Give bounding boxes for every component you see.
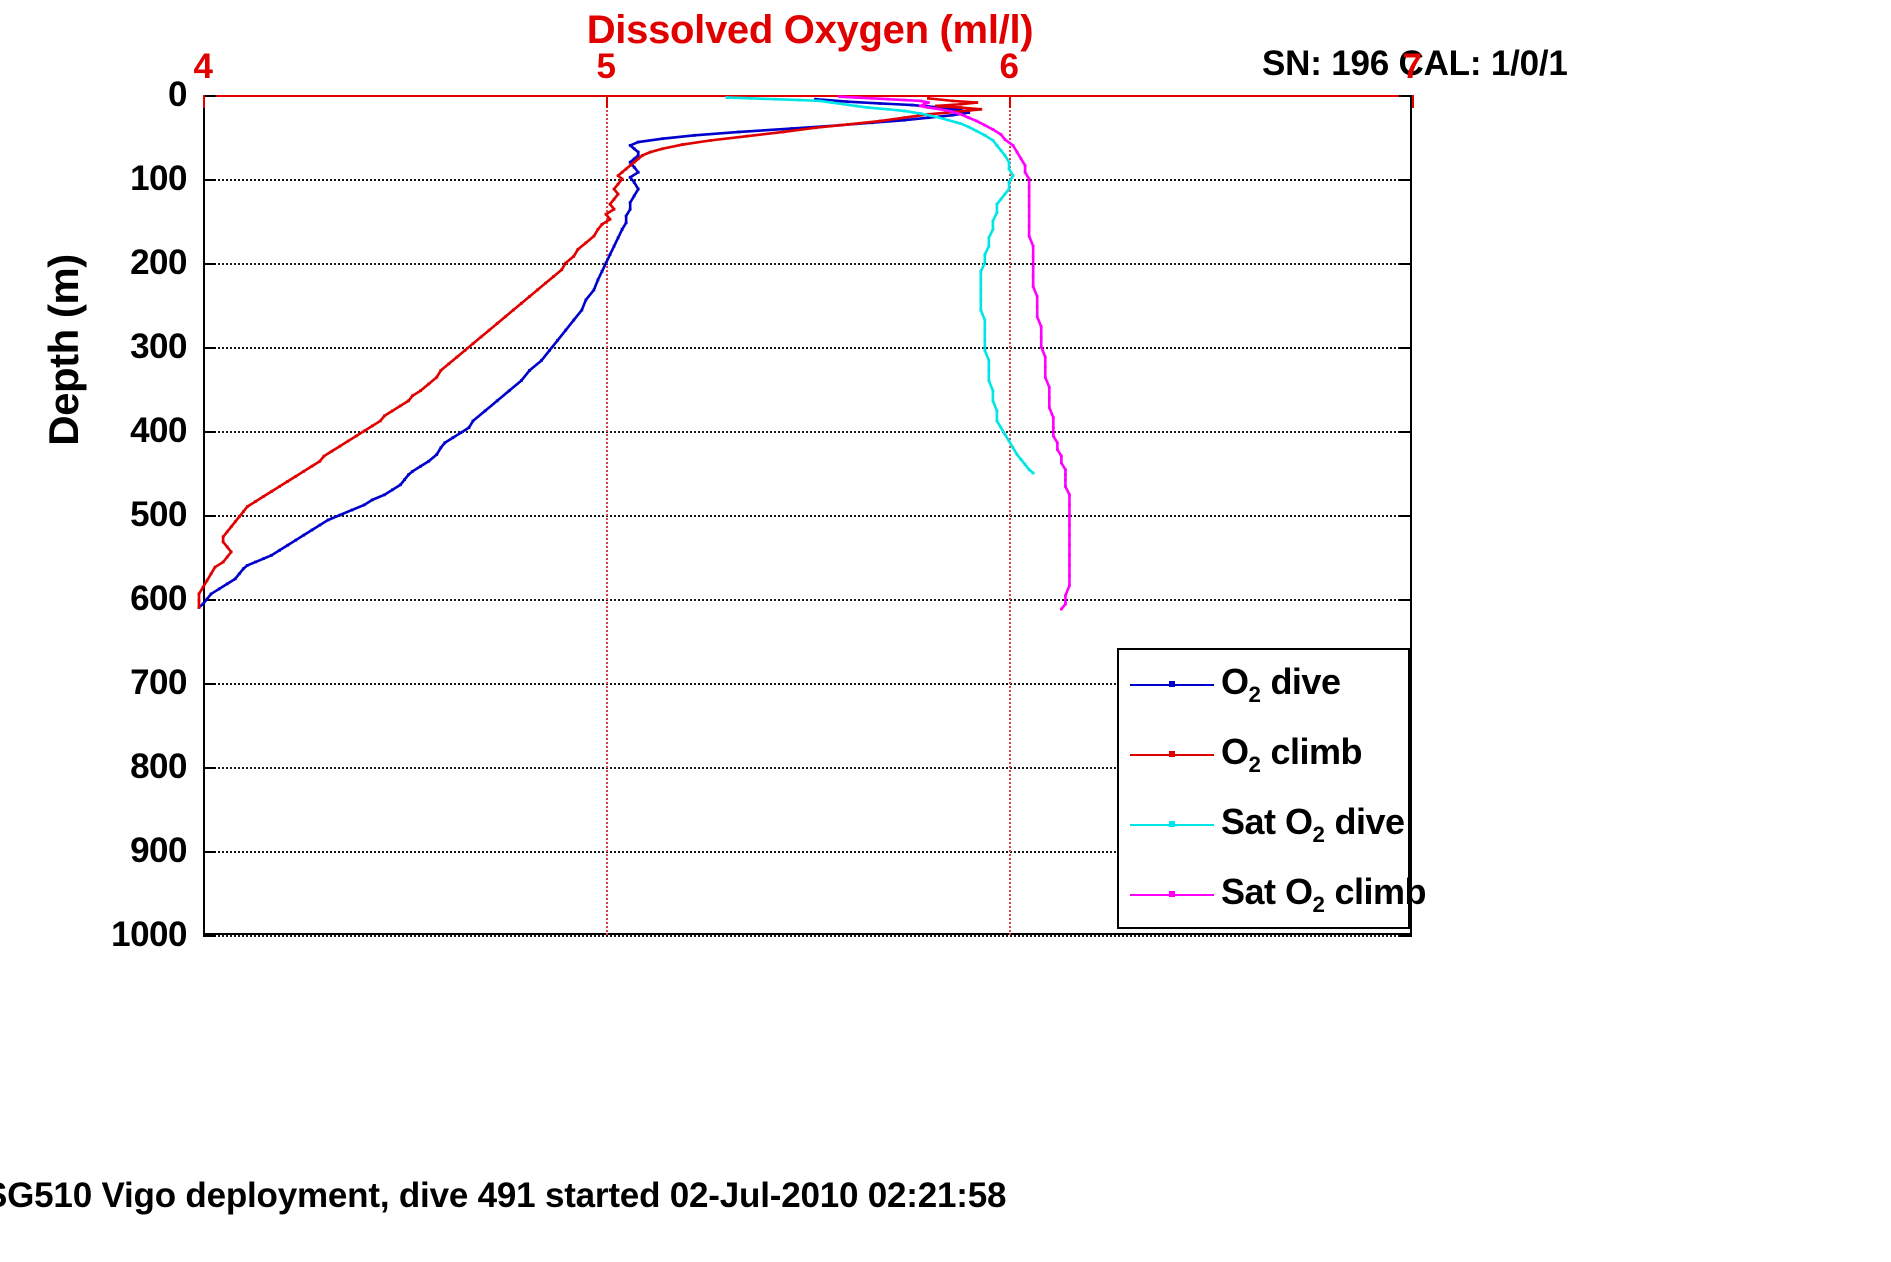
y-tick-mark [203,95,216,97]
legend-item[interactable]: Sat O2 dive [1119,790,1408,860]
y-tick-label: 600 [130,579,187,618]
x-tick-mark [1412,95,1414,108]
y-tick-mark [203,263,216,265]
series-line [725,96,1035,475]
y-tick-mark [1399,95,1412,97]
gridline-horizontal [203,347,1412,349]
y-tick-mark [1399,263,1412,265]
x-tick-label: 5 [596,47,616,86]
legend-item[interactable]: O2 dive [1119,650,1408,720]
series-line [197,97,983,609]
y-tick-mark [1399,179,1412,181]
y-tick-mark [1399,515,1412,517]
y-tick-mark [203,179,216,181]
x-tick-label: 6 [999,47,1019,86]
x-tick-label: 7 [1402,47,1422,86]
legend-color-swatch [1130,678,1214,692]
x-tick-mark [203,95,205,108]
gridline-horizontal [203,179,1412,181]
sensor-annotation: SN: 196 CAL: 1/0/1 [1262,44,1568,83]
y-tick-mark [1399,431,1412,433]
legend-color-swatch [1130,888,1214,902]
data-series-layer [197,95,1071,611]
y-tick-label: 0 [168,75,187,114]
y-tick-mark [203,935,216,937]
gridline-horizontal [203,935,1412,937]
y-tick-label: 1000 [111,915,187,954]
chart-title: Dissolved Oxygen (ml/l) [586,8,1034,52]
y-tick-label: 500 [130,495,187,534]
gridline-horizontal [203,851,1412,853]
figure-caption: SG510 Vigo deployment, dive 491 started … [0,1176,1007,1215]
x-tick-mark [606,95,608,108]
gridline-vertical [606,95,608,935]
y-tick-mark [203,347,216,349]
legend: O2 dive O2 climb Sat O2 dive Sat O2 climb [1117,648,1426,930]
legend-item-label: O2 dive [1221,661,1341,708]
plot-area: O2 dive O2 climb Sat O2 dive Sat O2 climb [197,95,1426,937]
y-axis-label: Depth (m) [40,254,87,446]
series-markers [725,96,1035,475]
x-tick-label: 4 [193,47,213,86]
x-axis-line [203,95,1412,97]
legend-item-label: Sat O2 dive [1221,801,1405,848]
y-tick-mark [203,851,216,853]
y-tick-label: 200 [130,243,187,282]
plot-bottom-edge [203,933,1412,935]
gridline-horizontal [203,431,1412,433]
y-tick-label: 100 [130,159,187,198]
series-markers [197,97,971,609]
y-tick-mark [203,683,216,685]
x-tick-mark [1009,95,1011,108]
y-tick-label: 400 [130,411,187,450]
legend-item[interactable]: O2 climb [1119,720,1408,790]
series-line [838,95,1071,611]
y-tick-label: 700 [130,663,187,702]
gridline-horizontal [203,515,1412,517]
y-tick-mark [203,599,216,601]
y-tick-mark [1399,347,1412,349]
gridline-horizontal [203,599,1412,601]
gridline-horizontal [203,683,1412,685]
y-tick-mark [1399,935,1412,937]
legend-item-label: Sat O2 climb [1221,871,1426,918]
series-markers [197,96,983,609]
series-line [197,97,970,609]
y-tick-label: 900 [130,831,187,870]
y-tick-mark [203,767,216,769]
y-tick-mark [203,431,216,433]
legend-color-swatch [1130,818,1214,832]
gridline-vertical [1009,95,1011,935]
legend-item-label: O2 climb [1221,731,1362,778]
y-tick-label: 300 [130,327,187,366]
y-tick-mark [1399,599,1412,601]
y-tick-label: 800 [130,747,187,786]
legend-color-swatch [1130,748,1214,762]
gridline-horizontal [203,767,1412,769]
legend-item[interactable]: Sat O2 climb [1119,860,1426,930]
y-tick-mark [203,515,216,517]
gridline-horizontal [203,263,1412,265]
series-markers [838,95,1071,611]
